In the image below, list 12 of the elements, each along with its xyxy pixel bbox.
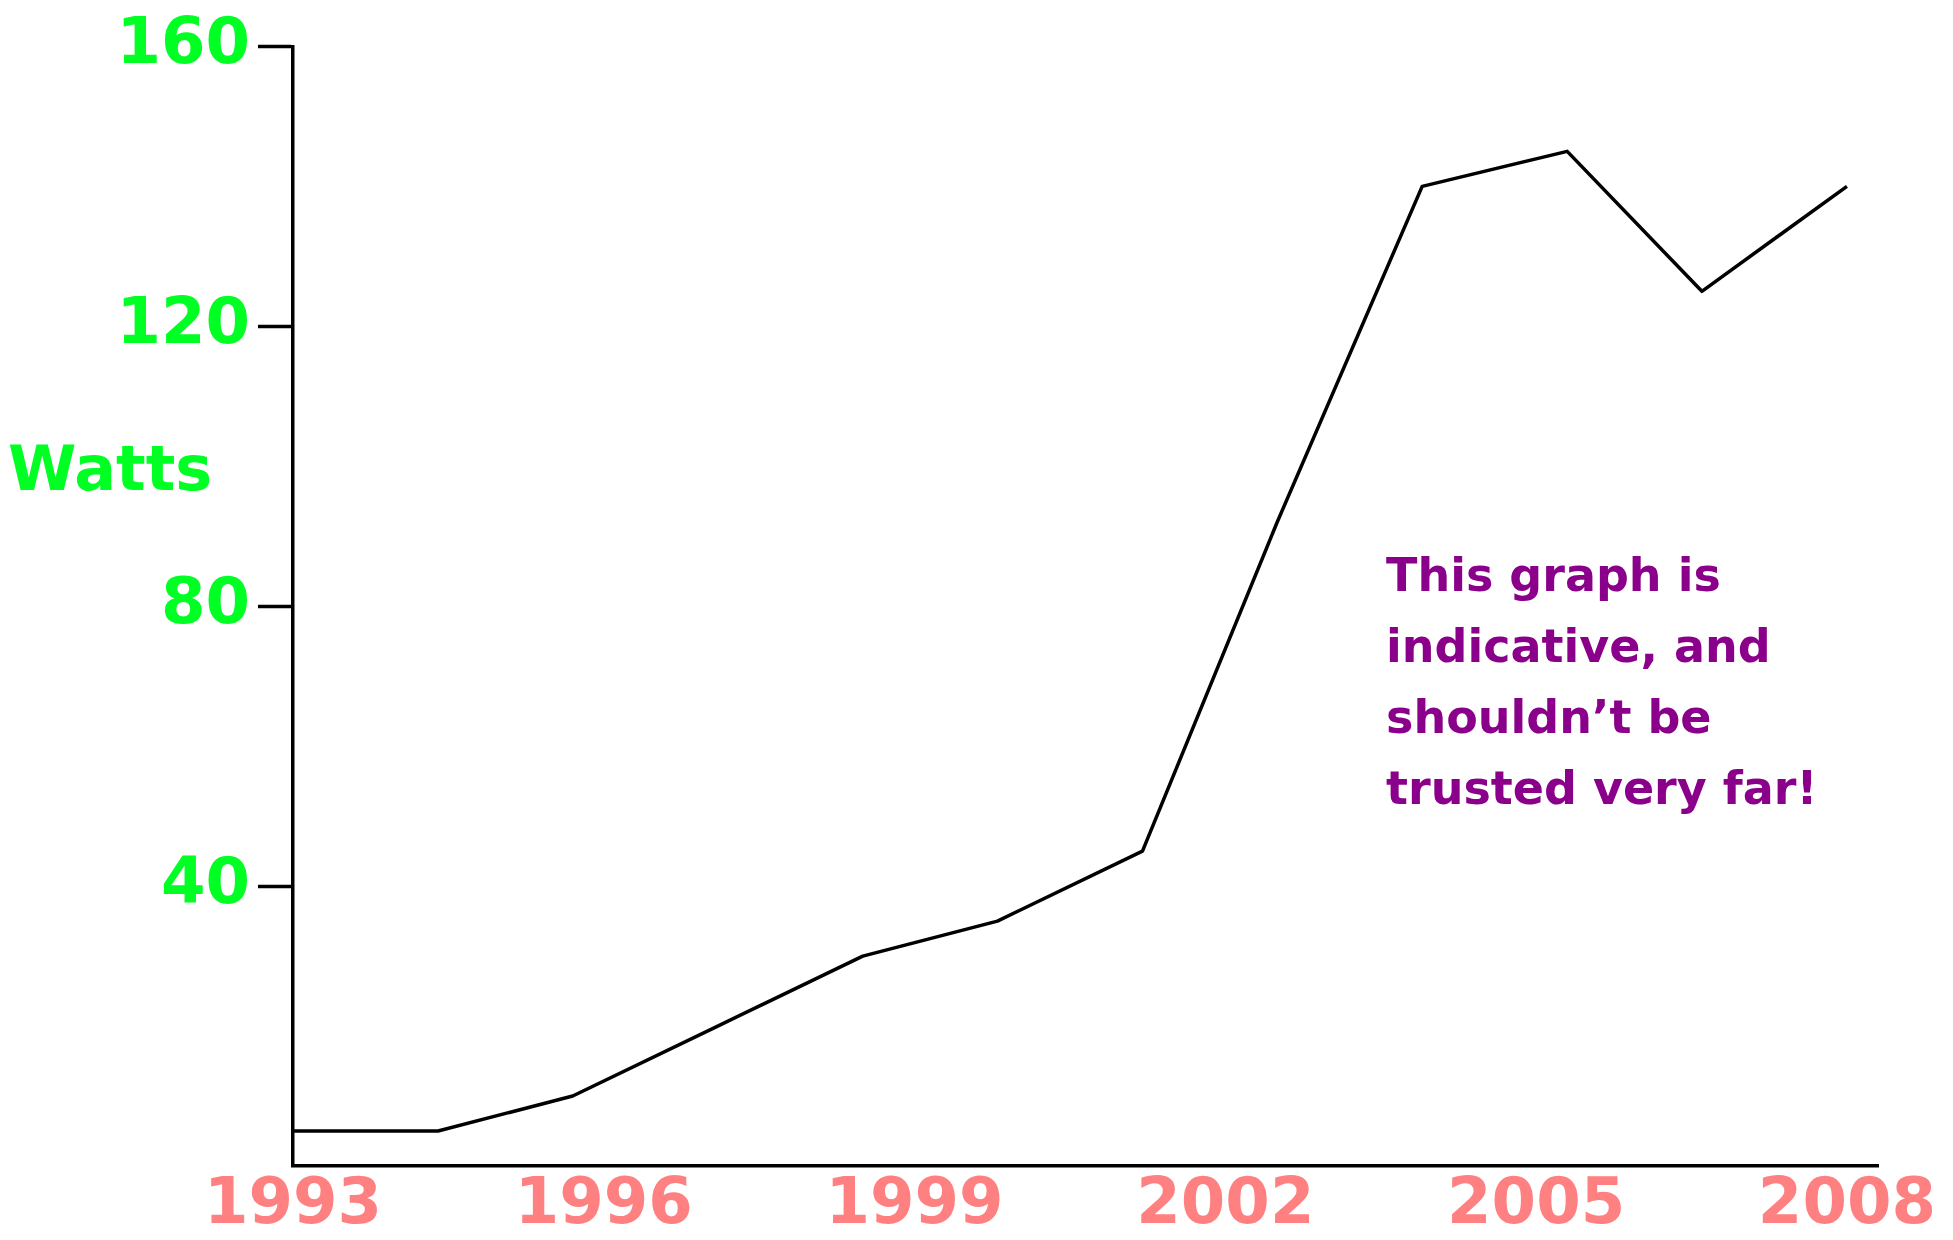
y-tick-label: 40 xyxy=(160,843,250,918)
y-tick-label: 80 xyxy=(160,563,250,638)
x-tick-label: 1999 xyxy=(825,1164,1004,1239)
annotation: This graph is indicative, and shouldn’t be trusted very far! xyxy=(1386,547,1818,815)
x-tick-label: 1993 xyxy=(203,1164,383,1239)
x-tick-label: 1996 xyxy=(514,1164,693,1239)
y-tick-label: 160 xyxy=(116,4,250,79)
y-tick-label: 120 xyxy=(116,283,250,358)
x-tick-label: 2002 xyxy=(1136,1164,1315,1239)
y-axis-title: Watts xyxy=(8,432,213,506)
x-tick-label: 2008 xyxy=(1757,1164,1936,1239)
x-tick-label: 2005 xyxy=(1447,1164,1626,1239)
